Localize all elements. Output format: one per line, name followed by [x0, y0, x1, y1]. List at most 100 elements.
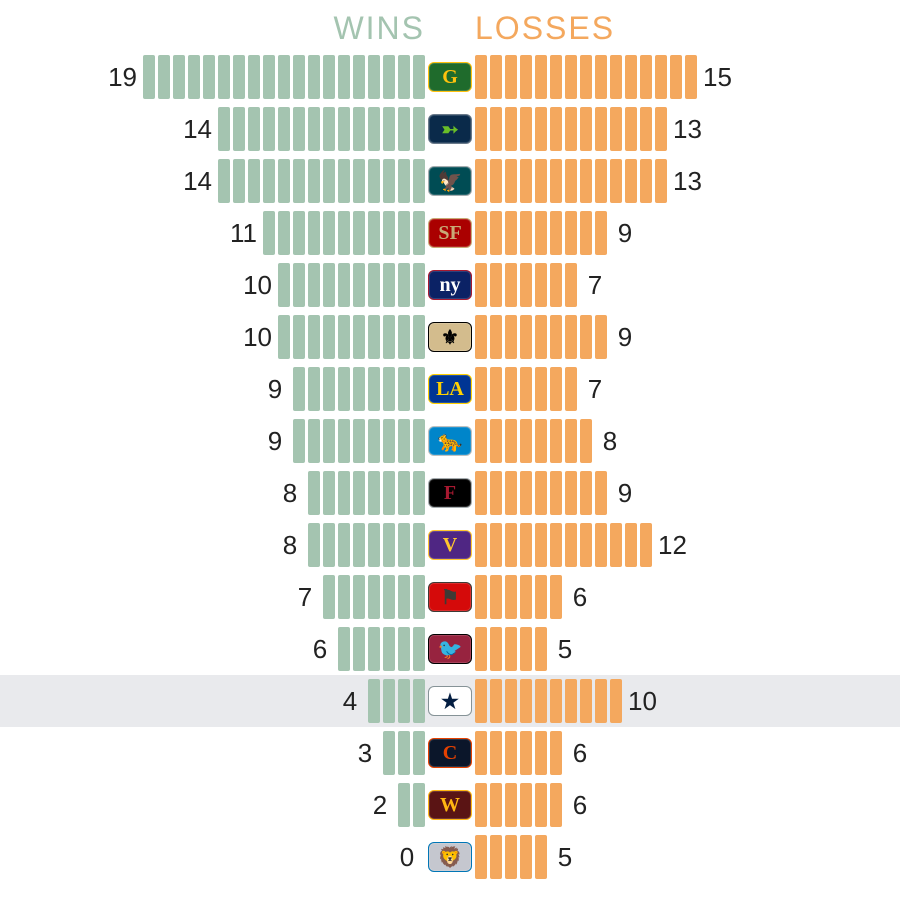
loss-tick	[595, 211, 607, 255]
win-tick	[413, 575, 425, 619]
loss-tick	[535, 159, 547, 203]
win-tick	[413, 783, 425, 827]
wins-side: 0	[35, 842, 425, 873]
loss-tick	[640, 159, 652, 203]
loss-tick	[475, 315, 487, 359]
loss-tick	[535, 471, 547, 515]
loss-tick	[535, 783, 547, 827]
loss-tick	[580, 471, 592, 515]
loss-tick	[535, 419, 547, 463]
loss-tick	[505, 523, 517, 567]
loss-tick	[640, 107, 652, 151]
win-tick	[323, 419, 335, 463]
team-row: 2W6	[0, 779, 900, 831]
loss-tick	[685, 55, 697, 99]
loss-tick	[535, 627, 547, 671]
loss-tick	[610, 679, 622, 723]
win-tick	[353, 211, 365, 255]
wins-count: 0	[389, 842, 425, 873]
loss-tick	[490, 211, 502, 255]
loss-tick	[490, 679, 502, 723]
win-loss-chart: WINS LOSSES 19G1514➳1314🦅1311SF910ny710⚜…	[0, 10, 900, 883]
loss-tick	[535, 315, 547, 359]
team-logo-icon: 🐦	[428, 634, 472, 664]
win-tick	[368, 575, 380, 619]
loss-tick	[520, 627, 532, 671]
win-tick	[323, 211, 335, 255]
win-tick	[383, 159, 395, 203]
loss-tick	[640, 523, 652, 567]
wins-side: 8	[35, 471, 425, 515]
win-tick	[248, 107, 260, 151]
loss-tick	[565, 211, 577, 255]
team-row: 11SF9	[0, 207, 900, 259]
loss-tick	[550, 315, 562, 359]
loss-tick	[505, 419, 517, 463]
win-tick	[353, 523, 365, 567]
losses-count: 8	[592, 426, 628, 457]
loss-tick	[475, 107, 487, 151]
win-tick	[308, 55, 320, 99]
loss-tick	[490, 731, 502, 775]
team-row: 10ny7	[0, 259, 900, 311]
loss-tick	[550, 55, 562, 99]
win-tick	[353, 263, 365, 307]
win-tick	[353, 575, 365, 619]
team-logo-slot: W	[425, 790, 475, 820]
win-tick	[383, 211, 395, 255]
win-tick	[338, 627, 350, 671]
loss-tick	[580, 315, 592, 359]
win-tick	[323, 575, 335, 619]
win-tick	[383, 523, 395, 567]
loss-tick	[595, 107, 607, 151]
win-tick	[338, 315, 350, 359]
win-tick	[308, 367, 320, 411]
losses-count: 15	[697, 62, 738, 93]
loss-tick	[475, 575, 487, 619]
losses-side: 8	[475, 419, 865, 463]
win-tick	[368, 679, 380, 723]
win-tick	[278, 159, 290, 203]
losses-count: 6	[562, 790, 598, 821]
loss-tick	[550, 575, 562, 619]
losses-bars	[475, 55, 697, 99]
loss-tick	[520, 835, 532, 879]
team-row: 9🐆8	[0, 415, 900, 467]
loss-tick	[520, 731, 532, 775]
loss-tick	[550, 783, 562, 827]
loss-tick	[610, 159, 622, 203]
win-tick	[338, 159, 350, 203]
losses-bars	[475, 315, 607, 359]
losses-bars	[475, 471, 607, 515]
losses-count: 10	[622, 686, 663, 717]
wins-side: 3	[35, 731, 425, 775]
losses-side: 7	[475, 263, 865, 307]
win-tick	[353, 367, 365, 411]
win-tick	[218, 107, 230, 151]
win-tick	[338, 55, 350, 99]
losses-side: 12	[475, 523, 865, 567]
win-tick	[413, 419, 425, 463]
team-logo-icon: ny	[428, 270, 472, 300]
loss-tick	[610, 523, 622, 567]
loss-tick	[535, 367, 547, 411]
wins-side: 10	[35, 263, 425, 307]
win-tick	[338, 211, 350, 255]
win-tick	[413, 523, 425, 567]
win-tick	[263, 55, 275, 99]
wins-bars	[293, 419, 425, 463]
losses-side: 5	[475, 835, 865, 879]
wins-bars	[278, 315, 425, 359]
win-tick	[413, 263, 425, 307]
loss-tick	[475, 783, 487, 827]
win-tick	[278, 55, 290, 99]
losses-bars	[475, 783, 562, 827]
wins-side: 11	[35, 211, 425, 255]
losses-count: 13	[667, 114, 708, 145]
losses-bars	[475, 419, 592, 463]
loss-tick	[475, 55, 487, 99]
win-tick	[383, 731, 395, 775]
win-tick	[293, 211, 305, 255]
win-tick	[398, 419, 410, 463]
losses-count: 6	[562, 582, 598, 613]
